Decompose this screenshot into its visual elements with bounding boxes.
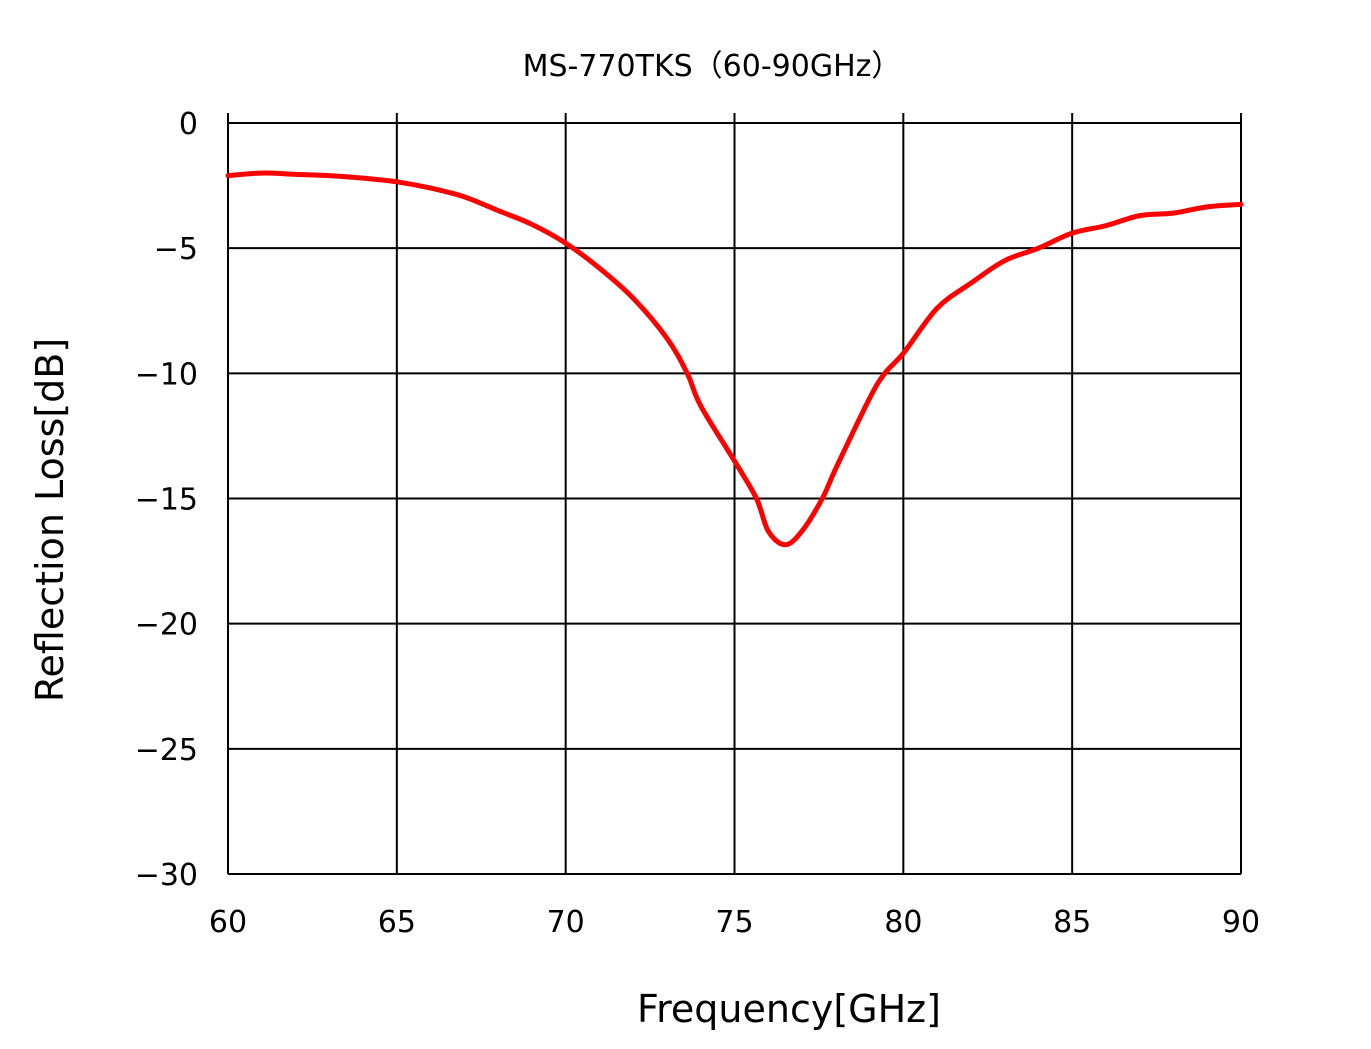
chart-title: MS-770TKS（60-90GHz） bbox=[523, 49, 902, 84]
y-tick-label: −5 bbox=[154, 232, 198, 267]
y-tick-label: −15 bbox=[135, 483, 198, 518]
x-tick-label: 65 bbox=[378, 905, 416, 940]
y-tick-label: 0 bbox=[179, 107, 198, 142]
y-tick-label: −10 bbox=[135, 357, 198, 392]
x-tick-label: 75 bbox=[715, 905, 753, 940]
x-tick-label: 85 bbox=[1053, 905, 1091, 940]
x-tick-label: 90 bbox=[1222, 905, 1260, 940]
y-axis-label: Reflection Loss[dB] bbox=[28, 338, 72, 702]
x-tick-label: 60 bbox=[209, 905, 247, 940]
y-tick-label: −30 bbox=[135, 858, 198, 893]
tick-labels: 60 65 70 75 80 85 90 0 −5 −10 −15 −20 −25 −30 bbox=[135, 107, 1260, 940]
y-tick-label: −20 bbox=[135, 608, 198, 643]
x-tick-label: 80 bbox=[884, 905, 922, 940]
y-tick-label: −25 bbox=[135, 733, 198, 768]
x-tick-label: 70 bbox=[547, 905, 585, 940]
grid bbox=[227, 113, 1242, 875]
series-line bbox=[225, 170, 1244, 548]
x-axis-label: Frequency[GHz] bbox=[637, 987, 941, 1031]
